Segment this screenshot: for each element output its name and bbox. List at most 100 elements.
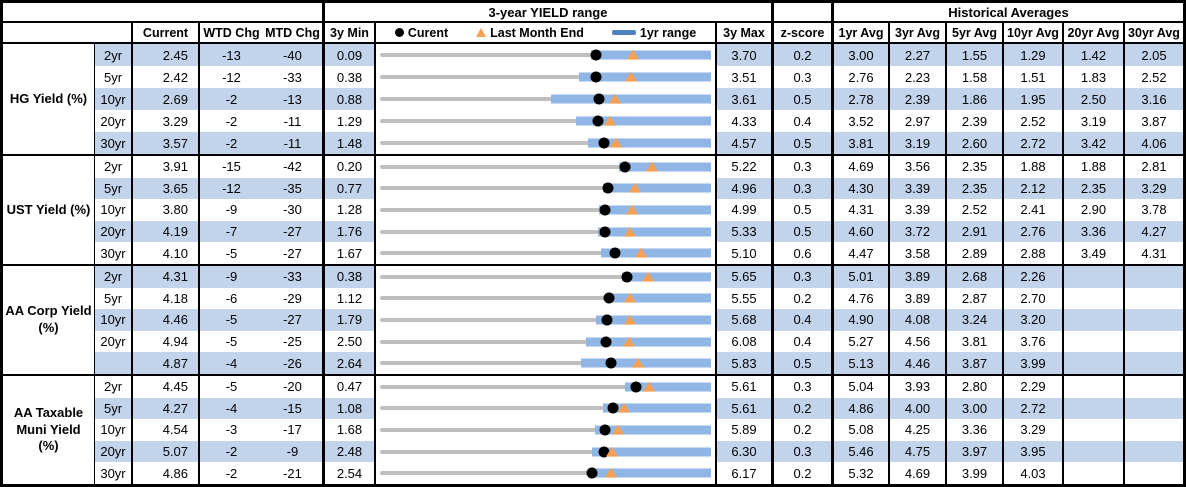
current-dot-icon [603,292,615,304]
range-track [380,309,711,331]
range-track [380,288,711,310]
three-year-range-line [380,141,709,145]
one-year-range-bar [602,183,711,193]
avg-value: 3.95 [1004,440,1064,463]
max-3y-value: 6.17 [717,462,774,484]
zscore-value: 0.4 [774,110,834,132]
three-year-range-line [380,427,709,432]
yield-block: HG Yield (%) 2yr 2.45 -13 -40 0.09 3.70 … [3,44,1183,154]
avg-value: 4.90 [834,309,890,331]
zscore-column-header: z-score [774,23,834,44]
avg-value: 2.52 [947,199,1004,221]
avg-value: 3.87 [947,352,1004,374]
avg-value: 4.56 [890,330,947,353]
avg-value: 4.60 [834,220,890,243]
current-dot-icon [394,28,404,37]
max-3y-value: 6.30 [717,440,774,463]
range-chart-cell [376,199,717,221]
current-value: 4.18 [133,287,200,310]
avg-value [1125,397,1183,420]
avg-value: 2.91 [947,220,1004,243]
min-3y-value: 0.88 [325,88,376,110]
table-row: 30yr 3.57 -2 -11 1.48 4.57 0.5 3.81 3.19… [95,132,1183,154]
avg-value: 4.76 [834,287,890,310]
one-year-range-bar [597,227,711,237]
three-year-range-line [380,449,709,454]
range-chart-cell [376,352,717,374]
title-row: 3-year YIELD range Historical Averages [3,3,1183,23]
avg-value: 1.88 [1004,156,1064,178]
table-row: 5yr 4.18 -6 -29 1.12 5.55 0.2 4.76 3.89 … [95,287,1183,310]
avg-value: 4.69 [890,462,947,484]
table-row: 2yr 3.91 -15 -42 0.20 5.22 0.3 4.69 3.56… [95,156,1183,178]
blocks: HG Yield (%) 2yr 2.45 -13 -40 0.09 3.70 … [3,44,1183,484]
avg-value: 2.39 [890,88,947,110]
min-3y-value: 1.67 [325,242,376,264]
current-value: 4.45 [133,376,200,398]
three-year-range-line [380,339,709,344]
last-month-end-triangle-icon [609,93,622,104]
last-month-end-triangle-icon [625,204,638,215]
avg-column-header: 3yr Avg [890,23,947,44]
current-dot-icon [630,381,642,393]
current-value: 2.45 [133,44,200,66]
current-value: 4.86 [133,462,200,484]
avg-value: 2.78 [834,88,890,110]
range-track [380,242,711,264]
wtd-chg-value: -3 [225,422,238,438]
mtd-chg-value: -27 [263,242,325,264]
table-row: 4.87 -4 -26 2.64 5.83 0.5 5.13 4.46 3.87… [95,352,1183,374]
avg-value [1125,331,1183,353]
avg-value: 2.72 [1004,397,1064,420]
legend-current-item: Curent [394,26,448,40]
max-3y-value: 3.61 [717,88,774,110]
last-month-end-triangle-icon [624,71,637,82]
avg-value: 3.89 [890,266,947,288]
wtd-chg-value: -5 [200,309,263,331]
avg-value: 2.50 [1064,88,1125,110]
avg-value: 4.31 [1141,245,1167,261]
three-year-range-line [380,97,709,101]
avg-value: 5.46 [834,440,890,463]
wtd-chg-value: -5 [225,379,238,395]
range-track [380,132,711,154]
last-month-end-triangle-icon [476,28,487,37]
avg-value: 2.35 [947,177,1004,200]
avg-value: 4.75 [890,440,947,463]
one-year-range-bar [581,358,711,368]
range-chart-cell [376,287,717,310]
one-year-range-bar [599,205,711,215]
last-month-end-triangle-icon [624,314,637,325]
avg-value: 3.36 [1064,220,1125,243]
tenor-cell: 30yr [95,462,133,484]
current-dot-icon [592,115,604,127]
table-row: 2yr 4.45 -5 -20 0.47 5.61 0.3 5.04 3.93 … [95,376,1183,398]
mtd-chg-value: -21 [263,462,325,484]
avg-value: 2.39 [947,110,1004,132]
three-year-range-line [380,296,709,301]
avg-value: 3.49 [1064,242,1125,264]
current-dot-icon [601,314,613,326]
avg-value [1064,352,1125,374]
mtd-chg-value: -17 [263,419,325,441]
avg-value: 3.00 [947,397,1004,420]
mtd-chg-value: -9 [263,440,325,463]
last-month-end-triangle-icon [604,467,617,478]
current-dot-icon [598,446,610,458]
last-month-end-triangle-icon [641,271,654,282]
tenor-cell: 5yr [95,287,133,310]
avg-value: 2.89 [947,242,1004,264]
avg-value: 3.16 [1125,88,1183,110]
three-year-range-line [380,361,709,366]
range-chart-cell [376,88,717,110]
header-spacer [3,23,133,44]
avg-value: 4.08 [890,309,947,331]
current-dot-icon [599,424,611,436]
max-3y-value: 5.61 [717,376,774,398]
avg-value [1125,419,1183,441]
mtd-chg-value: -11 [263,110,325,132]
avg-value: 1.83 [1064,66,1125,88]
avg-value: 1.55 [947,44,1004,66]
block-rows: 2yr 4.45 -5 -20 0.47 5.61 0.3 5.04 3.93 … [95,376,1183,484]
tenor-cell: 10yr [95,88,133,110]
